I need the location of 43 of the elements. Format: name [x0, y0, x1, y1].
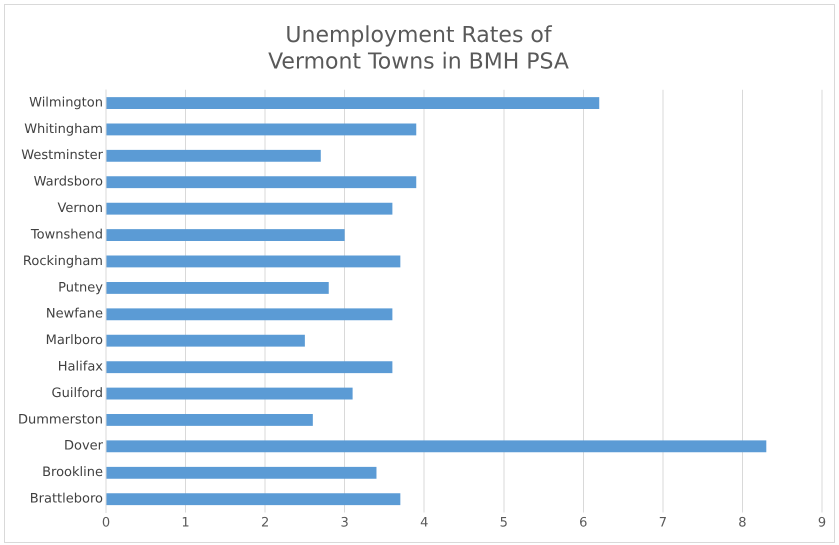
y-tick-label: Wardsboro — [34, 174, 104, 190]
x-tick-label: 7 — [658, 516, 668, 531]
bar — [106, 176, 416, 188]
bar — [106, 123, 416, 136]
bar — [106, 334, 305, 347]
bar — [106, 256, 400, 268]
y-tick-label: Rockingham — [22, 254, 103, 269]
chart-title: Unemployment Rates of Vermont Towns in BMH PSA — [268, 22, 569, 74]
x-tick-label: 2 — [260, 516, 270, 531]
y-tick-label: Westminster — [21, 148, 104, 164]
bar — [106, 229, 345, 242]
y-tick-label: Newfane — [46, 306, 103, 322]
bar — [106, 308, 392, 320]
bar — [106, 466, 376, 479]
y-tick-label: Whitingham — [24, 122, 103, 137]
bar — [106, 493, 400, 506]
y-tick-label: Brattleboro — [30, 492, 104, 507]
bar — [106, 440, 766, 452]
y-tick-label: Halifax — [58, 360, 104, 375]
y-tick-label: Guilford — [52, 386, 103, 401]
bar — [106, 97, 600, 109]
x-tick-label: 3 — [340, 516, 349, 531]
x-tick-label: 0 — [102, 516, 110, 531]
x-tick-label: 6 — [579, 516, 588, 531]
y-tick-label: Brookline — [42, 465, 103, 480]
y-tick-label: Putney — [58, 280, 104, 296]
bar — [106, 388, 353, 400]
bar — [106, 202, 392, 215]
bar — [106, 361, 392, 374]
x-tick-label: 1 — [181, 516, 190, 531]
x-tick-label: 4 — [420, 516, 428, 531]
bar — [106, 150, 321, 162]
y-tick-label: Dover — [64, 438, 104, 454]
bar — [106, 282, 329, 294]
x-tick-label: 9 — [818, 516, 826, 531]
y-tick-label: Townshend — [30, 227, 103, 242]
bar — [106, 414, 313, 426]
y-tick-label: Marlboro — [46, 333, 104, 348]
y-tick-label: Vernon — [58, 201, 103, 216]
x-tick-label: 8 — [738, 516, 747, 531]
y-tick-label: Dummerston — [18, 412, 103, 428]
x-tick-label: 5 — [500, 516, 508, 531]
y-tick-label: Wilmington — [29, 95, 103, 110]
